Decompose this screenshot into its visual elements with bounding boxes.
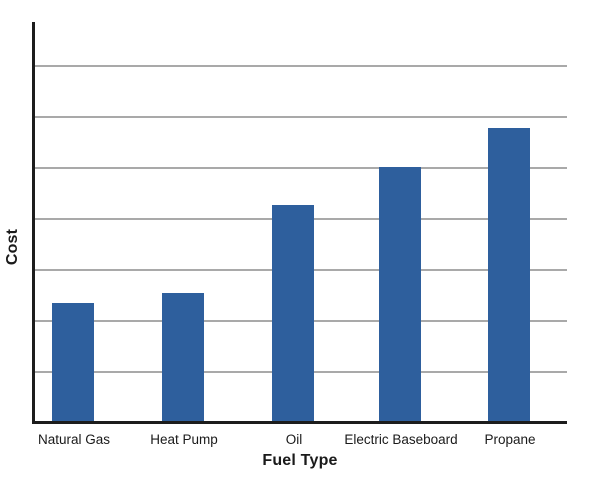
gridline [34,167,567,169]
y-axis-title: Cost [4,228,21,266]
x-axis-line [32,421,567,424]
x-tick-label-electric-baseboard: Electric Baseboard [344,432,458,447]
x-tick-label-propane: Propane [484,432,536,447]
gridline [34,116,567,118]
bar-electric-baseboard [379,167,421,421]
x-tick-label-oil: Oil [285,432,303,447]
bar-natural-gas [52,303,94,421]
x-tick-label-heat-pump: Heat Pump [150,432,218,447]
gridline [34,65,567,67]
bar-propane [488,128,530,421]
bar-heat-pump [162,293,204,421]
x-axis-title: Fuel Type [262,452,338,469]
y-axis-line [32,22,35,424]
x-tick-label-natural-gas: Natural Gas [37,432,111,447]
bar-oil [272,205,314,421]
